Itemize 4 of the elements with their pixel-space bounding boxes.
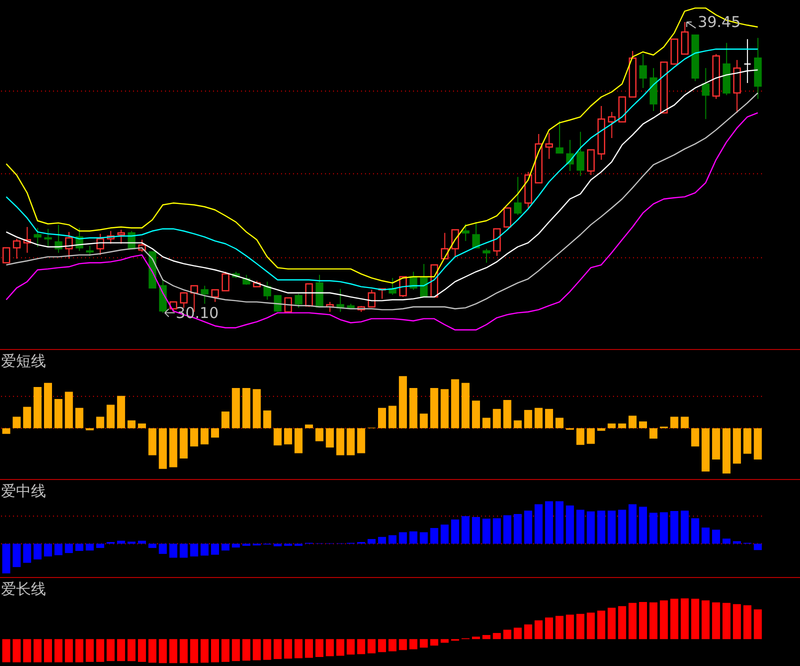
annotation: 39.45 (698, 13, 741, 32)
chart-title: 爱长线 (1, 580, 46, 599)
chart-title: 爱中线 (1, 482, 46, 501)
chart-title: 爱短线 (1, 352, 46, 371)
